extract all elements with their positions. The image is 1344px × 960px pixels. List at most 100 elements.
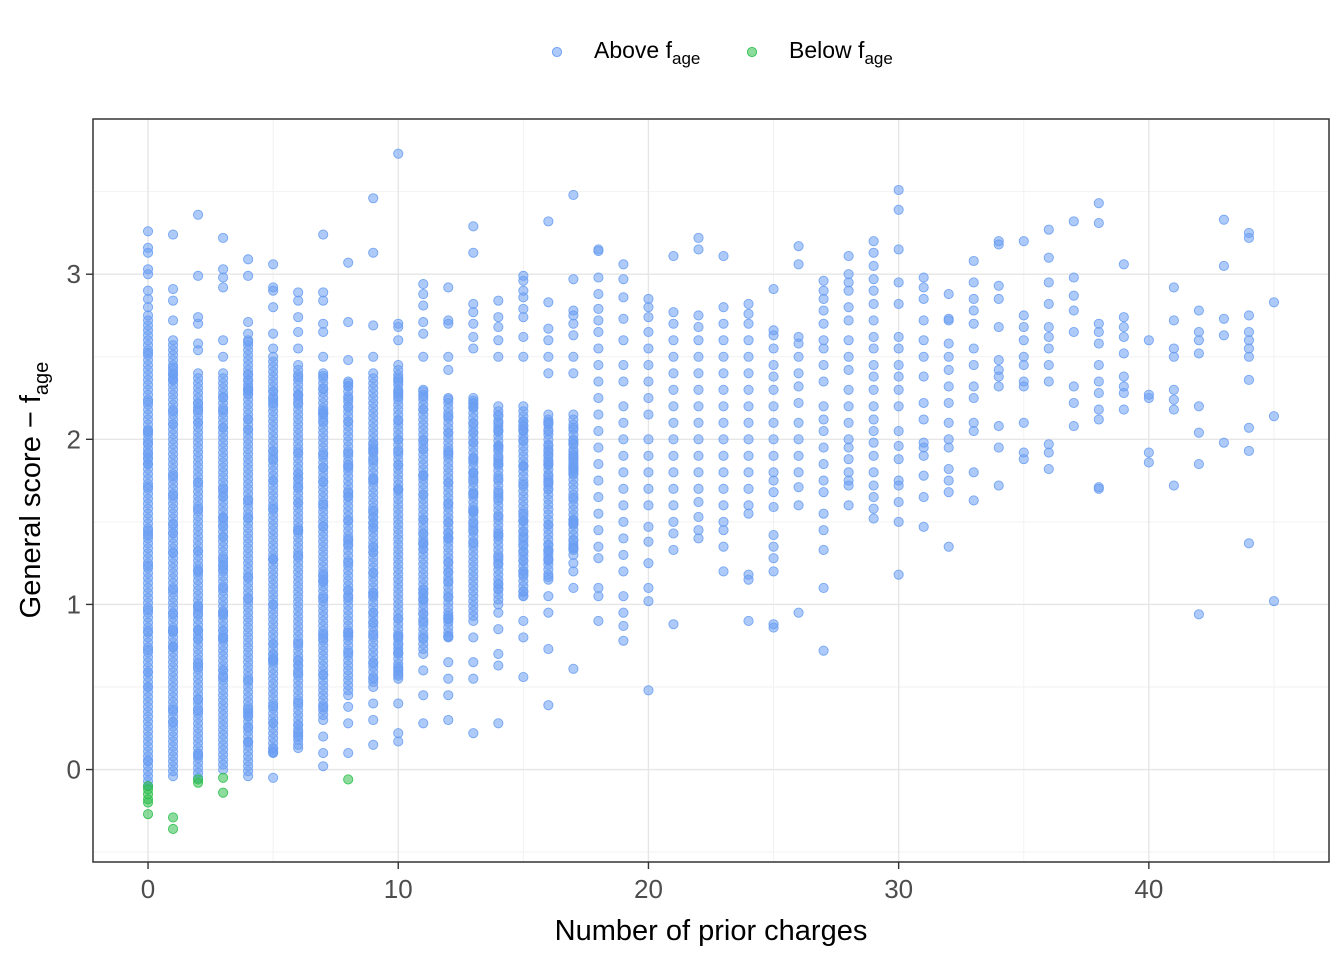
data-point-above bbox=[893, 244, 904, 255]
data-point-above bbox=[368, 193, 379, 204]
data-point-above bbox=[468, 489, 479, 500]
data-point-above bbox=[1043, 331, 1054, 343]
data-point-above bbox=[268, 285, 279, 296]
data-point-above bbox=[768, 530, 779, 541]
data-point-above bbox=[443, 499, 454, 510]
data-point-above bbox=[293, 343, 304, 354]
data-point-above bbox=[793, 351, 804, 362]
data-point-above bbox=[1068, 326, 1079, 338]
data-point-above bbox=[693, 368, 704, 379]
data-point-above bbox=[868, 247, 879, 258]
data-point-above bbox=[643, 582, 654, 593]
data-point-above bbox=[318, 761, 329, 772]
data-point-above bbox=[743, 434, 754, 445]
data-point-above bbox=[918, 397, 929, 409]
data-point-above bbox=[593, 246, 604, 257]
data-point-above bbox=[493, 458, 504, 469]
data-point-above bbox=[243, 270, 254, 281]
data-point-above bbox=[443, 714, 454, 726]
data-point-above bbox=[493, 351, 504, 362]
data-point-above bbox=[443, 318, 454, 329]
data-point-above bbox=[793, 338, 804, 349]
x-tick-label: 30 bbox=[884, 874, 913, 904]
data-point-above bbox=[418, 514, 429, 525]
data-point-above bbox=[993, 442, 1004, 453]
data-point-above bbox=[518, 515, 529, 526]
data-point-above bbox=[468, 728, 479, 739]
data-point-above bbox=[818, 459, 829, 470]
data-point-above bbox=[293, 390, 304, 401]
data-point-above bbox=[443, 591, 454, 602]
data-point-above bbox=[818, 442, 829, 453]
data-point-above bbox=[393, 148, 404, 159]
data-point-above bbox=[768, 359, 779, 371]
data-point-above bbox=[1118, 348, 1129, 359]
data-point-above bbox=[418, 690, 429, 701]
data-point-above bbox=[218, 392, 229, 403]
data-point-above bbox=[768, 401, 779, 412]
data-point-above bbox=[568, 318, 579, 329]
data-point-above bbox=[518, 435, 529, 446]
data-point-above bbox=[1043, 252, 1054, 263]
data-point-above bbox=[1118, 321, 1129, 333]
data-point-above bbox=[1218, 330, 1229, 341]
data-point-above bbox=[393, 376, 404, 388]
data-point-above bbox=[343, 393, 354, 404]
x-tick-label: 0 bbox=[141, 874, 155, 904]
data-point-above bbox=[493, 511, 504, 522]
data-point-above bbox=[1143, 447, 1154, 458]
data-point-above bbox=[768, 343, 779, 354]
data-point-above bbox=[418, 718, 429, 729]
data-point-above bbox=[893, 298, 904, 309]
data-point-above bbox=[668, 544, 679, 555]
data-point-above bbox=[893, 371, 904, 382]
data-point-above bbox=[643, 685, 654, 696]
data-point-above bbox=[318, 593, 329, 604]
data-point-above bbox=[393, 662, 404, 673]
data-point-above bbox=[443, 673, 454, 684]
data-point-above bbox=[293, 743, 304, 754]
data-point-above bbox=[1043, 463, 1054, 475]
data-point-above bbox=[618, 591, 629, 602]
data-point-above bbox=[218, 422, 229, 433]
data-point-above bbox=[1043, 376, 1054, 387]
data-point-above bbox=[593, 392, 604, 404]
data-point-above bbox=[418, 317, 429, 328]
data-point-above bbox=[568, 422, 579, 433]
data-point-above bbox=[943, 541, 954, 552]
data-point-above bbox=[243, 495, 254, 506]
data-point-above bbox=[643, 376, 654, 387]
data-point-above bbox=[693, 335, 704, 346]
data-point-above bbox=[293, 525, 304, 536]
data-point-above bbox=[1268, 297, 1280, 308]
data-point-above bbox=[468, 331, 479, 343]
data-point-above bbox=[768, 450, 779, 461]
data-point-above bbox=[393, 698, 404, 709]
data-point-above bbox=[368, 351, 379, 362]
data-point-above bbox=[718, 434, 729, 445]
data-point-above bbox=[868, 260, 879, 272]
data-point-above bbox=[243, 328, 254, 339]
data-point-above bbox=[993, 280, 1004, 291]
legend-label-sub: age bbox=[864, 49, 892, 68]
data-point-above bbox=[268, 554, 279, 565]
data-point-above bbox=[1193, 348, 1204, 359]
data-point-above bbox=[318, 295, 329, 306]
data-point-above bbox=[643, 536, 654, 547]
data-point-above bbox=[868, 401, 879, 412]
data-point-above bbox=[668, 516, 679, 527]
data-point-above bbox=[418, 279, 429, 290]
data-point-above bbox=[593, 288, 604, 300]
data-point-above bbox=[668, 483, 679, 494]
data-point-above bbox=[793, 434, 804, 445]
data-point-above bbox=[343, 402, 354, 413]
data-point-above bbox=[1168, 480, 1179, 491]
data-point-above bbox=[243, 424, 254, 435]
data-point-above bbox=[593, 508, 604, 519]
data-point-above bbox=[368, 475, 379, 486]
data-point-above bbox=[243, 571, 254, 582]
data-point-above bbox=[793, 607, 804, 618]
data-point-above bbox=[218, 405, 229, 416]
data-point-above bbox=[193, 503, 204, 515]
data-point-above bbox=[893, 426, 904, 437]
